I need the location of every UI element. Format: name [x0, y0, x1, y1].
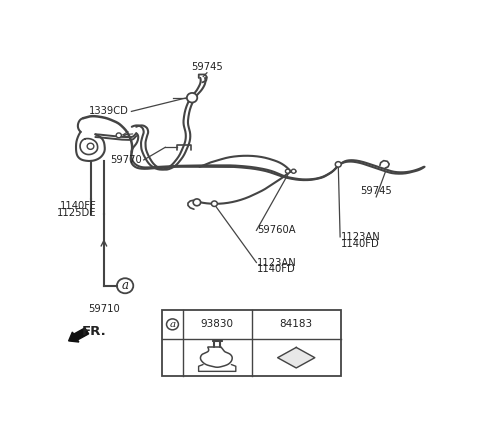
Text: a: a: [169, 320, 176, 329]
FancyArrow shape: [69, 328, 89, 342]
Bar: [162, 310, 341, 377]
Text: 1140FD: 1140FD: [257, 264, 296, 274]
Text: FR.: FR.: [82, 325, 107, 338]
Circle shape: [211, 201, 217, 206]
Text: 1140FD: 1140FD: [341, 239, 380, 249]
Text: 1125DE: 1125DE: [57, 208, 96, 218]
Circle shape: [187, 93, 197, 103]
Text: 59745: 59745: [191, 62, 223, 72]
Text: 59745: 59745: [360, 186, 392, 196]
Polygon shape: [277, 348, 315, 368]
Text: a: a: [121, 279, 129, 292]
Text: 59770: 59770: [110, 155, 142, 165]
Text: 1123AN: 1123AN: [257, 258, 297, 268]
Text: 93830: 93830: [201, 319, 234, 329]
Circle shape: [291, 169, 296, 173]
Text: 1123AN: 1123AN: [341, 232, 381, 242]
Text: 1140FF: 1140FF: [60, 201, 96, 211]
Circle shape: [335, 162, 341, 167]
Text: 84183: 84183: [280, 319, 313, 329]
Text: 1339CD: 1339CD: [89, 107, 129, 116]
Circle shape: [286, 169, 290, 173]
Circle shape: [116, 133, 121, 138]
Circle shape: [193, 199, 201, 206]
Text: 59760A: 59760A: [257, 226, 296, 235]
Text: 59710: 59710: [88, 304, 120, 313]
